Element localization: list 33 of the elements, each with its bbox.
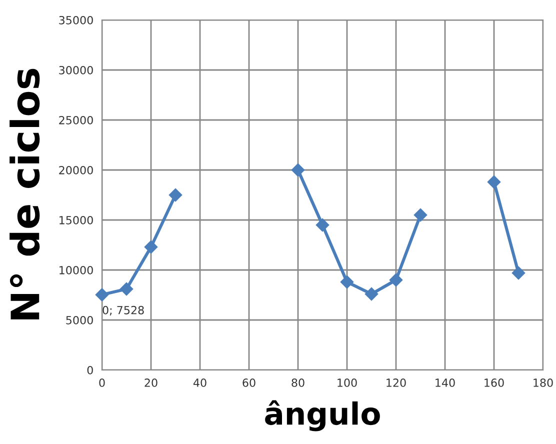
y-tick-label: 30000 (59, 66, 93, 74)
x-tick-label: 0 (99, 378, 105, 387)
y-axis-title: N° de ciclos (10, 68, 40, 320)
point (95, 288, 109, 302)
point (487, 175, 501, 189)
y-tick-label: 35000 (59, 16, 93, 24)
point (364, 287, 378, 301)
x-tick-label: 80 (292, 378, 304, 387)
point (120, 282, 134, 296)
y-tick-label: 25000 (59, 116, 93, 124)
x-tick-label: 20 (144, 378, 158, 387)
y-tick-label: 20000 (59, 166, 93, 174)
x-tick-label: 100 (338, 378, 357, 387)
x-tick-label: 60 (242, 378, 256, 387)
point (389, 273, 403, 287)
x-tick-label: 140 (436, 378, 455, 387)
y-tick-label: 5000 (66, 316, 93, 324)
x-tick-label: 180 (534, 378, 553, 387)
point (414, 208, 428, 222)
point (291, 163, 305, 177)
annotation: 0; 7528 (102, 306, 144, 316)
x-tick-label: 40 (193, 378, 206, 387)
point (340, 275, 354, 289)
y-tick-label: 10000 (60, 266, 93, 274)
x-tick-label: 160 (484, 378, 504, 387)
y-tick-label: 15000 (60, 216, 93, 224)
point (168, 188, 182, 202)
y-tick-label: 0 (87, 366, 93, 374)
point (316, 218, 330, 232)
x-axis-title: ângulo (265, 400, 380, 432)
point (144, 240, 158, 254)
x-tick-label: 120 (386, 378, 406, 387)
point (512, 266, 526, 280)
